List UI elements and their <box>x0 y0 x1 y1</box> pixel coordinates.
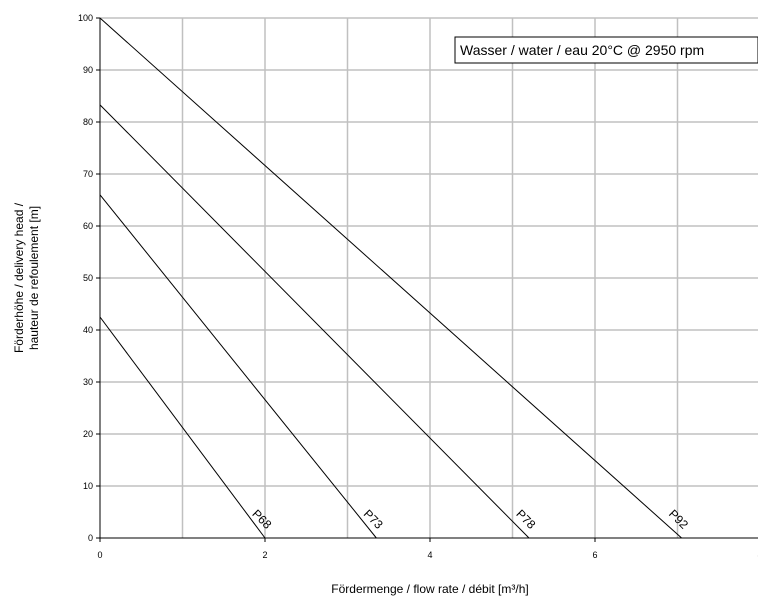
legend-box: Wasser / water / eau 20°C @ 2950 rpm <box>454 36 758 64</box>
series-line-p68 <box>99 316 266 539</box>
y-tick-label-10: 10 <box>83 481 93 491</box>
y-axis-label-line-2: hauteur de refoulement [m] <box>27 206 41 350</box>
y-tick-label-60: 60 <box>83 221 93 231</box>
y-tick-label-40: 40 <box>83 325 93 335</box>
y-tick-label-0: 0 <box>88 533 93 543</box>
legend-text: Wasser / water / eau 20°C @ 2950 rpm <box>460 42 704 58</box>
x-tick-label-0: 0 <box>97 550 102 560</box>
y-tick-label-20: 20 <box>83 429 93 439</box>
curve-labels: P68 P73 P78 P92 <box>249 507 691 532</box>
axes: 010203040506070809010002468 <box>78 13 758 560</box>
series-lines <box>99 17 682 539</box>
y-tick-label-30: 30 <box>83 377 93 387</box>
y-tick-label-80: 80 <box>83 117 93 127</box>
series-line-p73 <box>99 194 377 539</box>
series-label-p78: P78 <box>513 507 538 532</box>
grid <box>100 17 758 538</box>
x-tick-label-4: 4 <box>427 550 432 560</box>
y-tick-label-70: 70 <box>83 169 93 179</box>
x-axis-label: Fördermenge / flow rate / débit [m³/h] <box>331 582 528 596</box>
y-tick-label-50: 50 <box>83 273 93 283</box>
series-label-p68: P68 <box>249 507 274 532</box>
y-tick-label-100: 100 <box>78 13 93 23</box>
series-line-p92 <box>99 17 682 539</box>
y-tick-label-90: 90 <box>83 65 93 75</box>
series-label-p92: P92 <box>666 507 691 532</box>
series-label-p73: P73 <box>361 507 386 532</box>
legend-frame <box>454 36 758 64</box>
x-tick-label-6: 6 <box>592 550 597 560</box>
x-tick-label-2: 2 <box>262 550 267 560</box>
y-axis-label-line-1: Förderhöhe / delivery head / <box>12 202 26 353</box>
series-line-p78 <box>99 104 530 539</box>
